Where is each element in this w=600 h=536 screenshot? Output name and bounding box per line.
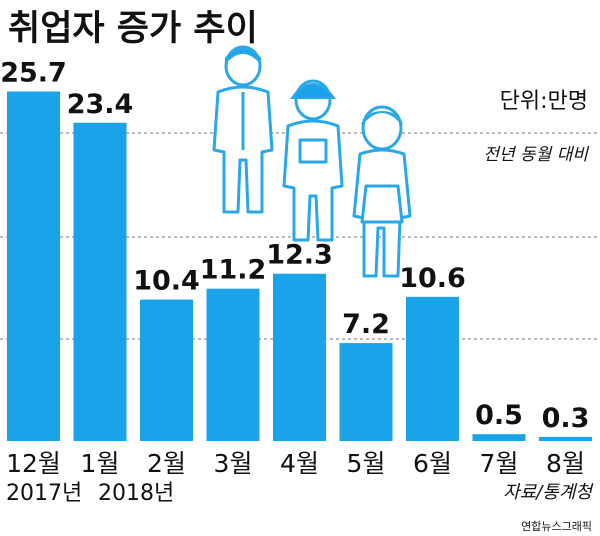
bar-group <box>7 91 592 441</box>
value-label: 10.6 <box>399 263 466 294</box>
category-label: 3월 <box>214 449 253 478</box>
value-label: 0.3 <box>542 403 590 434</box>
bar-8월 <box>539 436 592 441</box>
value-label: 0.5 <box>475 400 523 431</box>
worker-icon <box>352 105 412 278</box>
category-label: 7월 <box>480 449 519 478</box>
unit-label: 단위:만명 <box>500 89 588 114</box>
worker-icon <box>212 45 274 214</box>
credit-label: 연합뉴스그래픽 <box>521 520 592 533</box>
category-label: 4월 <box>280 449 319 478</box>
category-label: 12월 <box>6 449 61 478</box>
source-label: 자료/통계청 <box>503 482 594 503</box>
category-label: 2월 <box>147 449 186 478</box>
category-label-group: 12월 1월 2월 3월 4월 5월 6월 7월 8월 <box>6 449 585 478</box>
value-label-group: 25.723.4 10.4 11.2 12.3 7.2 10.6 0.5 0.3 <box>0 57 589 433</box>
value-label: 23.4 <box>67 89 134 120</box>
year-label-2017: 2017년 <box>6 481 82 506</box>
three-workers-icon <box>212 45 412 278</box>
category-label: 5월 <box>347 449 386 478</box>
bar-6월 <box>406 296 459 441</box>
comparison-note: 전년 동월 대비 <box>483 145 589 165</box>
bar-7월 <box>472 434 526 441</box>
bar-4월 <box>273 273 326 441</box>
chart-title: 취업자 증가 추이 <box>8 9 258 49</box>
bar-12월 <box>7 91 60 441</box>
value-label: 25.7 <box>0 57 67 88</box>
bar-5월 <box>339 343 393 441</box>
category-label: 6월 <box>413 449 452 478</box>
bar-3월 <box>206 288 260 441</box>
value-label: 12.3 <box>266 240 333 271</box>
bar-1월 <box>73 122 127 441</box>
bar-2월 <box>140 299 193 441</box>
year-label-2018: 2018년 <box>98 481 174 506</box>
value-label: 10.4 <box>133 266 200 297</box>
category-label: 8월 <box>546 449 585 478</box>
category-label: 1월 <box>81 449 120 478</box>
value-label: 7.2 <box>342 309 390 340</box>
worker-icon <box>282 79 344 242</box>
value-label: 11.2 <box>200 255 267 286</box>
